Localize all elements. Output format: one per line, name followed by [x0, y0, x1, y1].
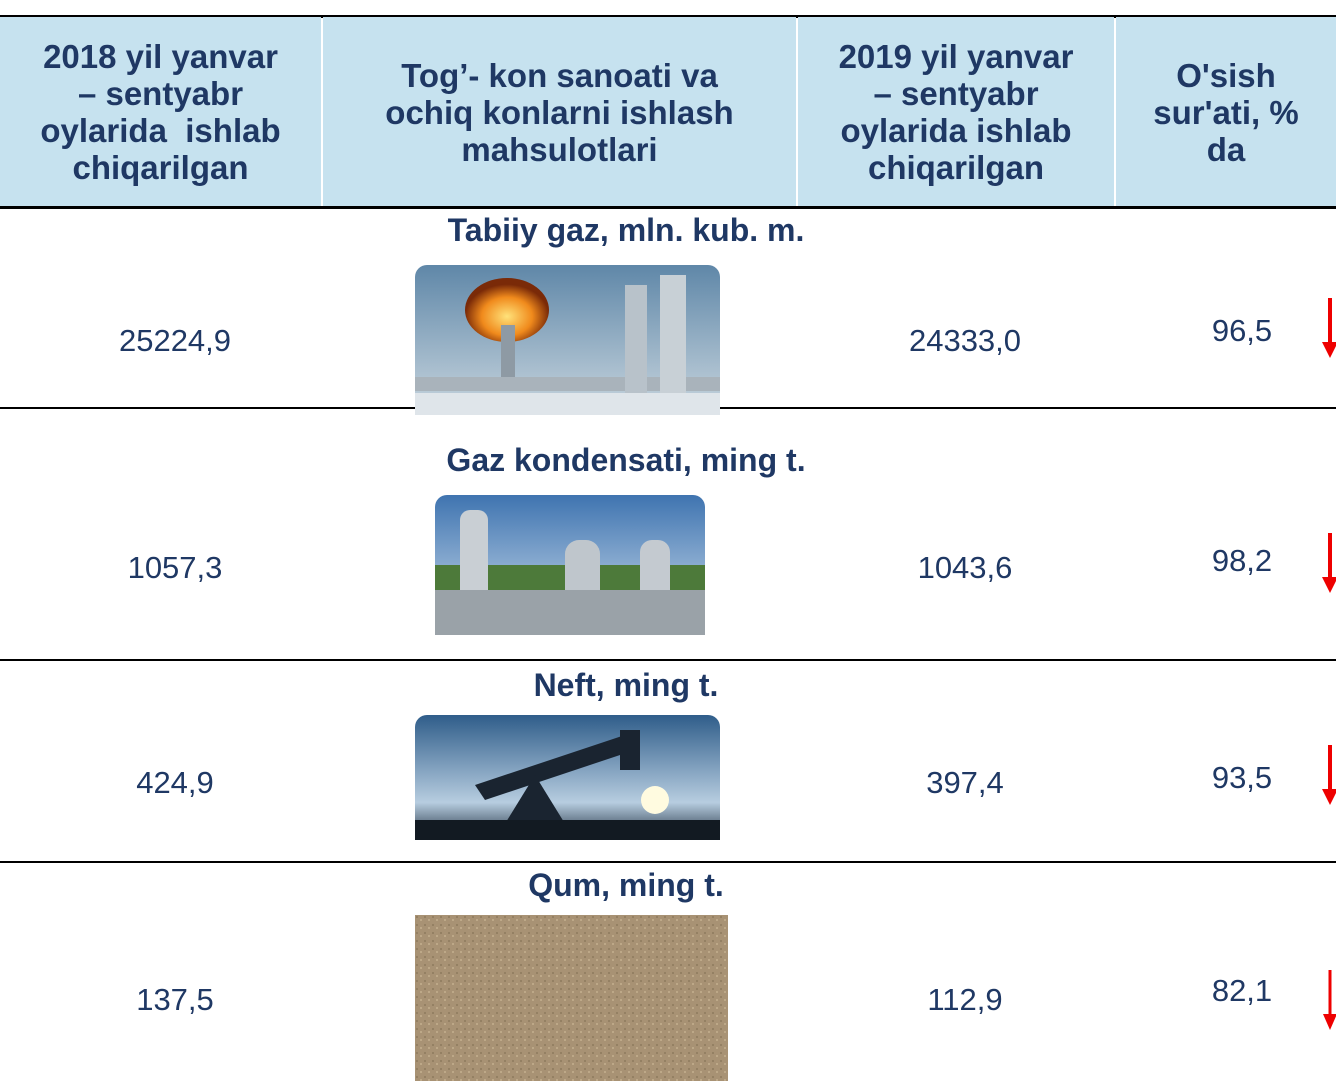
- value-2018: 424,9: [45, 765, 305, 801]
- decrease-arrow: [1320, 533, 1336, 593]
- section-title: Tabiiy gaz, mln. kub. m.: [326, 212, 926, 249]
- header-line: 2018 yil yanvar: [43, 38, 278, 75]
- header-line: – sentyabr: [873, 75, 1038, 112]
- header-bottom-rule: [0, 206, 1336, 209]
- section-title: Neft, ming t.: [326, 667, 926, 704]
- sand-image: [415, 915, 728, 1081]
- gas-plant-image: [435, 495, 705, 635]
- decrease-arrow: [1320, 970, 1336, 1030]
- row-rule: [0, 659, 1336, 661]
- value-2019: 112,9: [835, 982, 1095, 1018]
- value-2018: 137,5: [45, 982, 305, 1018]
- value-2019: 397,4: [835, 765, 1095, 801]
- header-line: sur'ati, %: [1153, 94, 1298, 131]
- decrease-arrow: [1320, 745, 1336, 805]
- header-line: mahsulotlari: [461, 131, 657, 168]
- growth-rate: 93,5: [1162, 760, 1322, 796]
- header-line: 2019 yil yanvar: [839, 38, 1074, 75]
- value-2018: 1057,3: [45, 550, 305, 586]
- row-rule: [0, 861, 1336, 863]
- growth-rate: 82,1: [1162, 973, 1322, 1009]
- header-line: chiqarilgan: [868, 149, 1044, 186]
- value-2019: 24333,0: [835, 323, 1095, 359]
- oil-pump-image: [415, 715, 720, 840]
- growth-rate: 98,2: [1162, 543, 1322, 579]
- header-line: chiqarilgan: [72, 149, 248, 186]
- value-2018: 25224,9: [45, 323, 305, 359]
- page: {"header": {"columns": [ ["2018 yil yanv…: [0, 0, 1336, 1081]
- growth-rate: 96,5: [1162, 313, 1322, 349]
- header-line: oylarida ishlab: [840, 112, 1071, 149]
- header-line: Tog’- kon sanoati va: [401, 57, 718, 94]
- decrease-arrow: [1320, 298, 1336, 358]
- header-line: oylarida ishlab: [40, 112, 280, 149]
- gas-flare-image: [415, 265, 720, 415]
- header-line: – sentyabr: [78, 75, 243, 112]
- value-2019: 1043,6: [835, 550, 1095, 586]
- header-line: ochiq konlarni ishlash: [385, 94, 733, 131]
- section-title: Gaz kondensati, ming t.: [326, 442, 926, 479]
- header-line: da: [1207, 131, 1246, 168]
- header-line: O'sish: [1176, 57, 1276, 94]
- section-title: Qum, ming t.: [326, 867, 926, 904]
